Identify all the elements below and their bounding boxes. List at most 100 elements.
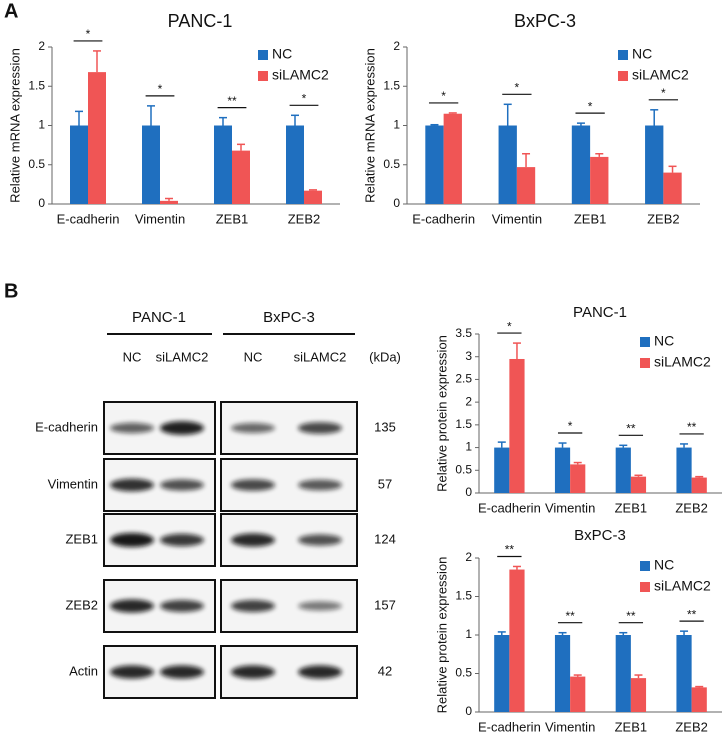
y-tick-label: 2 <box>465 394 472 408</box>
error-bar <box>512 342 521 359</box>
sig-marker: * <box>302 91 307 105</box>
x-tick-label: ZEB2 <box>647 211 680 226</box>
y-tick-label: 0.5 <box>455 462 472 476</box>
legend-swatch <box>640 337 650 347</box>
western-blot: PANC-1 BxPC-3 NC siLAMC2 NC siLAMC2 (kDa… <box>35 309 401 699</box>
sig-marker: * <box>86 27 91 41</box>
error-bar <box>522 153 531 168</box>
bar <box>160 200 178 204</box>
chart-title: BxPC-3 <box>514 11 576 31</box>
kda-label: 57 <box>378 476 392 491</box>
sig-marker: * <box>441 89 446 103</box>
y-axis-label: Relative protein expression <box>434 557 449 714</box>
x-tick-label: Vimentin <box>545 719 595 734</box>
chart: BxPC-3 Relative protein expression 0 0.5 1 1.… <box>434 527 722 734</box>
blot-band <box>298 479 342 491</box>
x-tick-label: E-cadherin <box>478 719 541 734</box>
legend-swatch <box>640 582 650 592</box>
bar <box>590 156 609 204</box>
chart: PANC-1 Relative protein expression 0 0.5 1 1.… <box>434 304 722 515</box>
error-bar <box>309 189 317 191</box>
bar <box>615 635 631 712</box>
sig-marker: ** <box>626 421 636 435</box>
sig-marker: ** <box>565 609 575 623</box>
bar <box>615 447 631 493</box>
error-bar <box>680 443 689 448</box>
y-tick-label: 0 <box>465 704 472 718</box>
bar <box>304 190 322 204</box>
error-bar <box>512 565 521 570</box>
bar <box>554 447 571 493</box>
panel-label: A <box>4 0 18 22</box>
sig-marker: * <box>588 99 593 113</box>
legend-swatch <box>258 50 268 60</box>
lane-label: NC <box>244 349 263 364</box>
error-bar <box>558 631 567 635</box>
blot-band <box>110 665 154 679</box>
error-bar <box>147 105 155 126</box>
y-tick-label: 1.5 <box>383 78 400 92</box>
y-tick-label: 1 <box>393 118 400 132</box>
y-tick-label: 1.5 <box>455 589 472 603</box>
blot-group: BxPC-3 <box>263 309 315 326</box>
legend-label: NC <box>272 46 292 62</box>
sig-marker: ** <box>626 609 636 623</box>
kda-label: 42 <box>378 663 392 678</box>
blot-band <box>231 479 275 491</box>
y-tick-label: 0.5 <box>28 157 45 171</box>
error-bar <box>93 50 101 73</box>
error-bar <box>448 112 457 114</box>
x-tick-label: ZEB1 <box>615 719 648 734</box>
blot-band <box>160 479 204 491</box>
blot-band <box>160 600 204 612</box>
chart: PANC-1 Relative mRNA expression 0 0.5 1 1.5 2 E… <box>7 11 340 226</box>
bar <box>443 113 462 204</box>
error-bar <box>573 461 582 465</box>
error-bar <box>668 165 677 173</box>
bar <box>571 125 591 204</box>
blot-band <box>231 600 275 612</box>
y-axis-label: Relative mRNA expression <box>7 48 22 203</box>
legend-label: siLAMC2 <box>272 67 329 83</box>
sig-marker: * <box>568 419 573 433</box>
x-tick-label: Vimentin <box>135 211 185 226</box>
bar <box>509 569 525 712</box>
error-bar <box>573 674 582 677</box>
error-bar <box>430 123 439 126</box>
error-bar <box>503 103 512 126</box>
bar <box>425 125 444 204</box>
chart-title: BxPC-3 <box>574 527 626 544</box>
blot-band <box>160 533 204 547</box>
sig-marker: ** <box>687 420 697 434</box>
legend-label: NC <box>654 333 674 349</box>
error-bar <box>650 109 659 126</box>
error-bar <box>219 116 227 126</box>
bar <box>630 476 647 493</box>
y-tick-label: 1 <box>465 440 472 454</box>
chart-title: PANC-1 <box>168 11 233 31</box>
blot-band <box>231 665 275 679</box>
y-tick-label: 3.5 <box>455 326 472 340</box>
blot-band <box>110 533 154 547</box>
bar <box>494 447 510 493</box>
x-tick-label: E-cadherin <box>412 211 475 226</box>
y-tick-label: 0 <box>465 485 472 499</box>
y-tick-label: 3 <box>465 349 472 363</box>
unit-label: (kDa) <box>369 349 401 364</box>
blot-band <box>231 423 275 433</box>
blot-band <box>160 665 204 679</box>
legend-swatch <box>258 71 268 81</box>
error-bar <box>75 110 83 126</box>
blot-band <box>298 422 342 434</box>
bar <box>691 477 707 493</box>
x-tick-label: E-cadherin <box>57 211 120 226</box>
blot-band <box>298 601 342 611</box>
error-bar <box>619 631 628 635</box>
error-bar <box>497 441 506 448</box>
kda-label: 124 <box>374 531 396 546</box>
legend-label: siLAMC2 <box>654 354 711 370</box>
error-bar <box>237 143 245 151</box>
x-tick-label: ZEB1 <box>574 211 607 226</box>
bar <box>214 125 232 204</box>
blot-band <box>110 478 154 492</box>
